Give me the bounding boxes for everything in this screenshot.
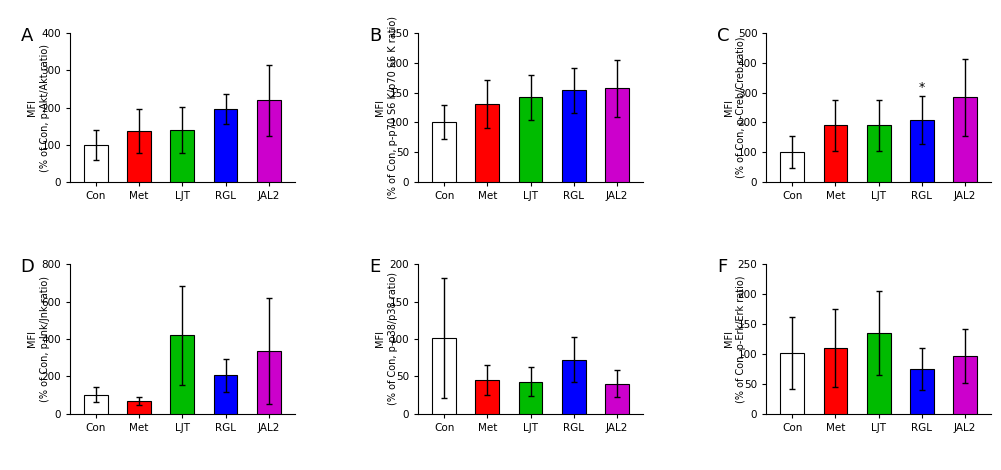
Bar bbox=[910, 369, 934, 414]
Bar bbox=[953, 356, 977, 414]
Bar bbox=[910, 120, 934, 182]
Bar bbox=[562, 90, 586, 182]
Y-axis label: MFI
(% of Con, p-p38/p38 ratio): MFI (% of Con, p-p38/p38 ratio) bbox=[375, 273, 397, 406]
Bar bbox=[257, 351, 280, 414]
Bar bbox=[432, 122, 456, 182]
Text: B: B bbox=[368, 27, 381, 45]
Bar bbox=[432, 338, 456, 414]
Bar bbox=[867, 125, 891, 182]
Text: F: F bbox=[717, 258, 727, 276]
Text: E: E bbox=[368, 258, 380, 276]
Bar bbox=[562, 360, 586, 414]
Bar bbox=[84, 145, 108, 182]
Bar bbox=[84, 395, 108, 414]
Bar bbox=[257, 100, 280, 182]
Bar bbox=[824, 348, 848, 414]
Bar bbox=[519, 382, 543, 414]
Bar bbox=[127, 401, 151, 414]
Text: C: C bbox=[717, 27, 730, 45]
Bar bbox=[781, 353, 804, 414]
Y-axis label: MFI
(% of Con, p-Jnk/Jnk ratio): MFI (% of Con, p-Jnk/Jnk ratio) bbox=[27, 276, 50, 402]
Bar bbox=[781, 152, 804, 182]
Bar bbox=[867, 333, 891, 414]
Bar bbox=[475, 104, 499, 182]
Bar bbox=[953, 97, 977, 182]
Bar bbox=[170, 335, 194, 414]
Text: D: D bbox=[21, 258, 34, 276]
Bar bbox=[605, 88, 629, 182]
Bar bbox=[213, 376, 237, 414]
Y-axis label: MFI
(% of Con, p-p70 S6 K/p70 S6 K ratio): MFI (% of Con, p-p70 S6 K/p70 S6 K ratio… bbox=[375, 16, 397, 199]
Bar bbox=[519, 97, 543, 182]
Y-axis label: MFI
(% of Con, p-Akt/Akt ratio): MFI (% of Con, p-Akt/Akt ratio) bbox=[27, 44, 50, 172]
Bar bbox=[475, 380, 499, 414]
Y-axis label: MFI
(% of Con, p-Erk/Erk ratio): MFI (% of Con, p-Erk/Erk ratio) bbox=[724, 275, 746, 403]
Bar bbox=[824, 125, 848, 182]
Bar bbox=[170, 130, 194, 182]
Text: *: * bbox=[919, 81, 925, 94]
Bar bbox=[213, 110, 237, 182]
Y-axis label: MFI
(% of Con, p-Creb/Creb ratio): MFI (% of Con, p-Creb/Creb ratio) bbox=[724, 37, 746, 178]
Bar bbox=[127, 131, 151, 182]
Text: A: A bbox=[21, 27, 33, 45]
Bar bbox=[605, 384, 629, 414]
